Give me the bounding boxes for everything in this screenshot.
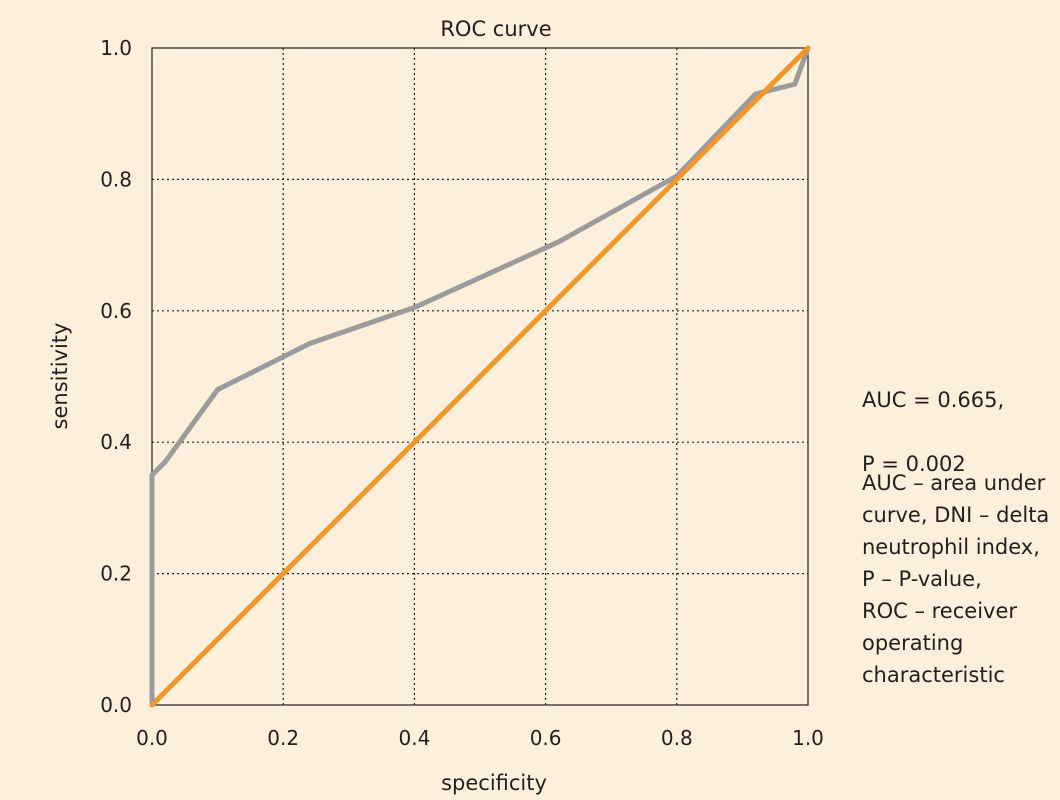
- grid-lines: [152, 48, 808, 705]
- p-value: P = 0.002: [862, 452, 966, 476]
- reference-diagonal-line: [149, 45, 811, 708]
- auc-value: AUC = 0.665,: [862, 388, 1005, 412]
- auc-annotation: AUC = 0.665, P = 0.002: [862, 352, 1060, 512]
- y-tick-label: 0.0: [100, 693, 132, 717]
- x-tick-label: 1.0: [792, 726, 824, 750]
- tick-labels: 0.0 0.2 0.4 0.6 0.8 1.0 0.0 0.2 0.4 0.6 0.8 1.0: [100, 36, 824, 750]
- y-tick-label: 0.6: [100, 299, 132, 323]
- x-tick-label: 0.2: [267, 726, 299, 750]
- plot-area: [151, 47, 809, 706]
- x-tick-label: 0.6: [530, 726, 562, 750]
- y-tick-label: 0.8: [100, 167, 132, 191]
- y-tick-label: 0.2: [100, 562, 132, 586]
- abbreviations-note: AUC – area under curve, DNI – delta neut…: [862, 471, 1050, 687]
- y-axis-label: sensitivity: [48, 323, 72, 430]
- chart-title: ROC curve: [440, 17, 551, 41]
- x-axis-label: specificity: [441, 771, 547, 795]
- x-tick-label: 0.4: [398, 726, 430, 750]
- x-tick-label: 0.0: [136, 726, 168, 750]
- y-tick-label: 0.4: [100, 430, 132, 454]
- y-tick-label: 1.0: [100, 36, 132, 60]
- series-lines: [149, 45, 811, 708]
- x-tick-label: 0.8: [661, 726, 693, 750]
